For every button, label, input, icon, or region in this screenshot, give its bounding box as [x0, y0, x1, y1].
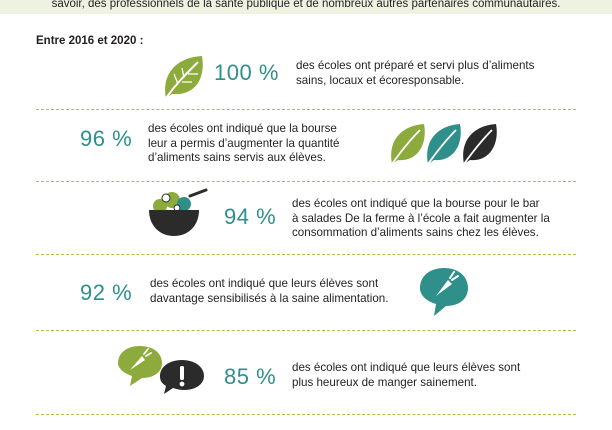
header-text: savoir, des professionnels de la santé p… — [51, 0, 561, 10]
separator — [36, 181, 576, 182]
stat-percent-85: 85 % — [224, 364, 277, 389]
leaf-icon — [165, 56, 203, 99]
stat-desc-100: des écoles ont préparé et servi plus d’a… — [296, 59, 535, 87]
stat-desc-85: des écoles ont indiqué que leurs élèves … — [292, 361, 521, 389]
top-band — [0, 0, 612, 14]
salad-bowl-icon — [149, 188, 208, 236]
separator — [36, 254, 576, 255]
stat-desc-92: des écoles ont indiqué que leurs élèves … — [150, 277, 389, 305]
stat-percent-94: 94 % — [224, 204, 277, 229]
carrot-speech-bubble-icon — [420, 268, 468, 316]
intro-heading: Entre 2016 et 2020 : — [36, 35, 144, 47]
separator — [36, 414, 576, 415]
speech-bubbles-icon — [118, 346, 204, 394]
stat-desc-96: des écoles ont indiqué que la bourse leu… — [148, 122, 340, 164]
separator — [36, 109, 576, 110]
stat-percent-96: 96 % — [80, 126, 133, 151]
stat-percent-92: 92 % — [80, 280, 133, 305]
stat-percent-100: 100 % — [214, 60, 279, 85]
three-leaves-icon — [391, 124, 497, 165]
stat-desc-94: des écoles ont indiqué que la bourse pou… — [292, 197, 550, 239]
separator — [36, 330, 576, 331]
